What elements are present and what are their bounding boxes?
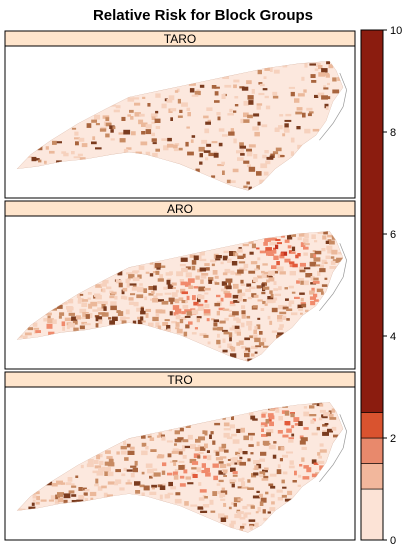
barrier-island xyxy=(342,260,347,278)
map-panels: TARO ARO TRO xyxy=(4,30,356,541)
panel-label: TARO xyxy=(164,32,196,46)
barrier-island xyxy=(319,123,334,141)
colorbar-tick-label: 4 xyxy=(390,331,396,343)
barrier-island xyxy=(339,72,347,90)
colorbar: 0 2 4 6 8 10 xyxy=(360,25,402,547)
barrier-island xyxy=(319,464,334,483)
colorbar-bins xyxy=(360,29,384,541)
state-map xyxy=(16,61,344,191)
colorbar-tick-label: 6 xyxy=(390,229,396,241)
barrier-island xyxy=(332,447,344,466)
colorbar-frame xyxy=(360,29,384,541)
colorbar-tick-label: 0 xyxy=(390,535,396,547)
map-panel-tro: TRO xyxy=(4,371,356,541)
panel-label: ARO xyxy=(167,202,193,216)
figure-title: Relative Risk for Block Groups xyxy=(93,7,313,24)
state-map xyxy=(16,402,344,533)
map-panel-aro: ARO xyxy=(4,200,356,370)
barrier-island xyxy=(339,414,347,432)
barrier-island xyxy=(342,431,347,449)
map-panel-taro: TARO xyxy=(4,30,356,199)
colorbar-bin xyxy=(360,29,384,413)
colorbar-tick-label: 10 xyxy=(390,25,402,37)
barrier-island xyxy=(339,243,347,261)
colorbar-bin xyxy=(360,437,384,464)
barrier-island xyxy=(332,276,344,295)
colorbar-bin xyxy=(360,412,384,439)
colorbar-bin xyxy=(360,488,384,541)
state-map xyxy=(16,231,344,362)
barrier-island xyxy=(332,106,344,124)
colorbar-tick-label: 8 xyxy=(390,127,396,139)
colorbar-bin xyxy=(360,463,384,490)
panel-label: TRO xyxy=(167,373,192,387)
barrier-island xyxy=(342,89,347,107)
barrier-island xyxy=(319,293,334,312)
colorbar-ticks: 0 2 4 6 8 10 xyxy=(383,25,402,547)
colorbar-tick-label: 2 xyxy=(390,433,396,445)
